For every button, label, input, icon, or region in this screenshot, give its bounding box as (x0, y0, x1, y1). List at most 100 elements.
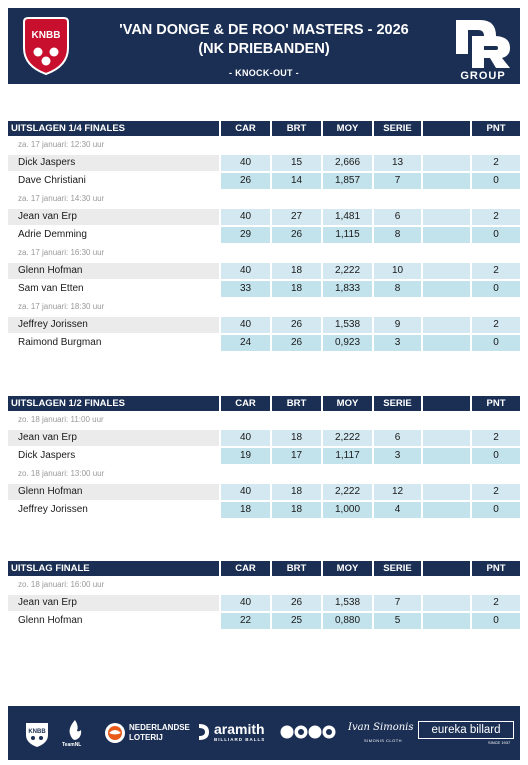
player-name: Jean van Erp (8, 595, 219, 611)
cell-serie: 8 (374, 227, 421, 243)
sponsor-loterij-text2: LOTERIJ (129, 733, 163, 742)
cell-moy: 2,666 (323, 155, 372, 171)
cell-car: 33 (221, 281, 270, 297)
sponsor-simonis-text: Ivan Simonis (348, 722, 414, 733)
cell-empty (423, 430, 470, 446)
sponsor-aramith-text: aramith (214, 721, 265, 737)
page-subtitle: - KNOCK-OUT - (229, 68, 299, 78)
cell-serie: 4 (374, 502, 421, 518)
cell-brt: 26 (272, 335, 321, 351)
cell-moy: 2,222 (323, 430, 372, 446)
column-header-pnt: PNT (472, 561, 520, 576)
knbb-logo-text: KNBB (32, 30, 61, 41)
column-header-moy: MOY (323, 561, 372, 576)
player-name: Jeffrey Jorissen (8, 502, 219, 518)
cell-brt: 26 (272, 317, 321, 333)
results-table: UITSLAGEN 1/4 FINALES CAR BRT MOY SERIE PNT za… (8, 121, 520, 352)
knbb-shield-icon: KNBB (23, 17, 69, 76)
dr-group-logo-text: GROUP (460, 70, 506, 82)
table-row: Jeffrey Jorissen 40 26 1,538 9 2 (8, 316, 520, 334)
section-title: UITSLAGEN 1/2 FINALES (8, 396, 219, 411)
column-header-pnt: PNT (472, 396, 520, 411)
cell-brt: 26 (272, 595, 321, 611)
match-date: za. 17 januari: 18:30 uur (18, 302, 105, 311)
cell-pnt: 0 (472, 281, 520, 297)
table-row: Adrie Demming 29 26 1,115 8 0 (8, 226, 520, 244)
column-header-serie: SERIE (374, 396, 421, 411)
sponsor-footer: KNBB TeamNL NEDERLANDSE LOTERIJ aramith … (8, 706, 520, 760)
cell-car: 40 (221, 263, 270, 279)
table-row: Jeffrey Jorissen 18 18 1,000 4 0 (8, 501, 520, 519)
cell-pnt: 0 (472, 502, 520, 518)
table-row: Jean van Erp 40 26 1,538 7 2 (8, 594, 520, 612)
results-table: UITSLAG FINALE CAR BRT MOY SERIE PNT zo. 18 ja… (8, 561, 520, 630)
player-name: Glenn Hofman (8, 263, 219, 279)
cell-serie: 9 (374, 317, 421, 333)
cell-pnt: 0 (472, 335, 520, 351)
match-date: za. 17 januari: 12:30 uur (18, 140, 105, 149)
table-row: Jean van Erp 40 18 2,222 6 2 (8, 429, 520, 447)
aramith-icon (199, 724, 209, 740)
cell-brt: 18 (272, 430, 321, 446)
cell-car: 40 (221, 430, 270, 446)
table-row: Glenn Hofman 22 25 0,880 5 0 (8, 612, 520, 630)
table-row: Dick Jaspers 40 15 2,666 13 2 (8, 154, 520, 172)
table-header: UITSLAG FINALE CAR BRT MOY SERIE PNT (8, 561, 520, 576)
cell-moy: 2,222 (323, 484, 372, 500)
cell-car: 24 (221, 335, 270, 351)
cell-moy: 1,117 (323, 448, 372, 464)
column-header-empty (423, 561, 470, 576)
cell-moy: 1,481 (323, 209, 372, 225)
table-row: Raimond Burgman 24 26 0,923 3 0 (8, 334, 520, 352)
cell-empty (423, 281, 470, 297)
cell-pnt: 0 (472, 613, 520, 629)
cell-serie: 8 (374, 281, 421, 297)
sponsor-eureka-text2: SINCE 1937 (488, 740, 511, 745)
cell-moy: 1,833 (323, 281, 372, 297)
cell-empty (423, 613, 470, 629)
column-header-serie: SERIE (374, 561, 421, 576)
cell-pnt: 2 (472, 317, 520, 333)
player-name: Glenn Hofman (8, 613, 219, 629)
column-header-brt: BRT (272, 121, 321, 136)
column-header-empty (423, 396, 470, 411)
cell-serie: 3 (374, 448, 421, 464)
sponsor-loterij-text: NEDERLANDSE (129, 723, 190, 732)
match-date: zo. 18 januari: 13:00 uur (18, 469, 105, 478)
results-table: UITSLAGEN 1/2 FINALES CAR BRT MOY SERIE PNT zo… (8, 396, 520, 519)
cell-brt: 25 (272, 613, 321, 629)
player-name: Dick Jaspers (8, 155, 219, 171)
cell-serie: 6 (374, 209, 421, 225)
cell-pnt: 0 (472, 173, 520, 189)
cell-moy: 0,880 (323, 613, 372, 629)
cell-pnt: 2 (472, 484, 520, 500)
cell-brt: 17 (272, 448, 321, 464)
cell-pnt: 2 (472, 209, 520, 225)
table-row: Dick Jaspers 19 17 1,117 3 0 (8, 447, 520, 465)
cell-serie: 6 (374, 430, 421, 446)
page-title-line2: (NK DRIEBANDEN) (198, 41, 330, 57)
column-header-pnt: PNT (472, 121, 520, 136)
column-header-car: CAR (221, 121, 270, 136)
cell-moy: 1,538 (323, 595, 372, 611)
column-header-empty (423, 121, 470, 136)
cell-brt: 18 (272, 484, 321, 500)
cell-car: 29 (221, 227, 270, 243)
column-header-brt: BRT (272, 396, 321, 411)
cell-pnt: 2 (472, 263, 520, 279)
cell-pnt: 2 (472, 595, 520, 611)
balls-icon (280, 725, 336, 739)
sponsor-knbb-text: KNBB (28, 729, 46, 735)
cell-car: 40 (221, 484, 270, 500)
player-name: Jean van Erp (8, 209, 219, 225)
cell-brt: 27 (272, 209, 321, 225)
section-title: UITSLAGEN 1/4 FINALES (8, 121, 219, 136)
table-header: UITSLAGEN 1/4 FINALES CAR BRT MOY SERIE PNT (8, 121, 520, 136)
cell-car: 26 (221, 173, 270, 189)
cell-empty (423, 335, 470, 351)
cell-empty (423, 263, 470, 279)
table-row: Glenn Hofman 40 18 2,222 10 2 (8, 262, 520, 280)
cell-empty (423, 502, 470, 518)
cell-serie: 12 (374, 484, 421, 500)
cell-empty (423, 209, 470, 225)
